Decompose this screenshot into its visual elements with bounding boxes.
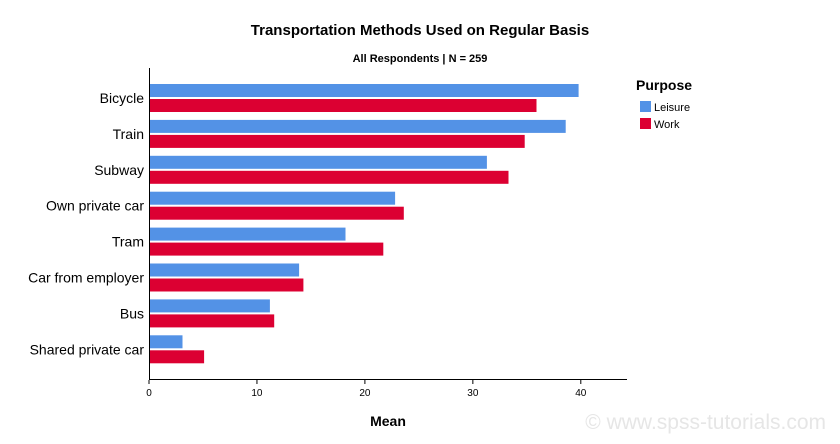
legend-swatch-leisure: [640, 101, 651, 112]
category-label: Car from employer: [28, 270, 144, 286]
legend-title: Purpose: [636, 77, 692, 93]
bar-work-train: [150, 134, 525, 148]
legend-items: Leisure Work: [640, 101, 690, 131]
bar-work-bus: [150, 314, 275, 328]
x-axis-ticks: 0 10 20 30 40: [146, 380, 587, 399]
category-label: Bus: [120, 305, 144, 321]
chart-subtitle: All Respondents | N = 259: [353, 53, 488, 65]
legend-swatch-work: [640, 118, 651, 129]
category-label: Train: [113, 126, 144, 142]
x-tick-label: 0: [146, 388, 152, 399]
category-label: Own private car: [46, 198, 144, 214]
bar-work-own-private-car: [150, 206, 404, 220]
legend-label-work: Work: [654, 119, 680, 131]
x-tick-label: 30: [467, 388, 479, 399]
chart-title: Transportation Methods Used on Regular B…: [251, 22, 589, 39]
legend: Purpose Leisure Work: [636, 77, 692, 131]
bar-work-shared-private-car: [150, 350, 205, 364]
category-label: Tram: [112, 234, 144, 250]
bar-work-car-from-employer: [150, 278, 304, 292]
category-labels: Bicycle Train Subway Own private car Tram Car…: [28, 90, 144, 357]
bar-leisure-shared-private-car: [150, 335, 183, 349]
bar-leisure-car-from-employer: [150, 263, 300, 277]
bar-leisure-bicycle: [150, 84, 579, 97]
x-tick-label: 10: [251, 388, 263, 399]
bar-work-tram: [150, 242, 384, 256]
bar-work-subway: [150, 170, 509, 184]
bar-leisure-train: [150, 119, 566, 133]
x-tick-label: 40: [575, 388, 587, 399]
bar-leisure-subway: [150, 155, 487, 169]
category-label: Subway: [94, 162, 144, 178]
legend-label-leisure: Leisure: [654, 102, 690, 114]
x-tick-label: 20: [359, 388, 371, 399]
bar-work-bicycle: [150, 99, 537, 112]
bar-leisure-own-private-car: [150, 191, 396, 205]
category-label: Bicycle: [100, 90, 145, 106]
bar-leisure-bus: [150, 299, 270, 313]
x-axis-label: Mean: [370, 413, 406, 429]
bars-group: [150, 84, 579, 364]
category-label: Shared private car: [30, 341, 145, 357]
watermark: © www.spss-tutorials.com: [585, 411, 826, 434]
bar-leisure-tram: [150, 227, 346, 241]
